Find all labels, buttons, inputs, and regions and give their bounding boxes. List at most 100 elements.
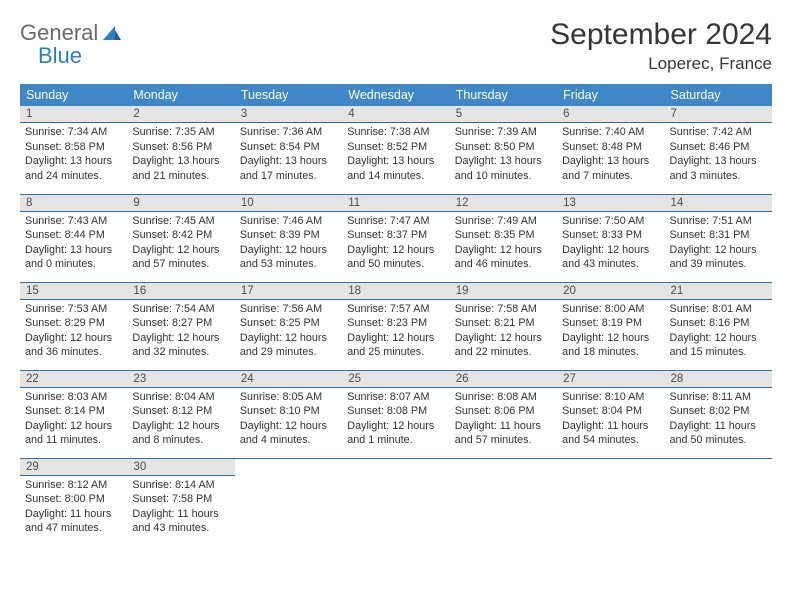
day-content: Sunrise: 7:58 AMSunset: 8:21 PMDaylight:… [450,300,557,364]
sunset-line: Sunset: 8:48 PM [562,140,659,155]
day-cell: 26Sunrise: 8:08 AMSunset: 8:06 PMDayligh… [450,370,557,458]
sunset-line: Sunset: 8:27 PM [132,316,229,331]
sunset-line: Sunset: 8:25 PM [240,316,337,331]
day-cell: 11Sunrise: 7:47 AMSunset: 8:37 PMDayligh… [342,194,449,282]
day-number: 10 [235,195,342,212]
day-cell: 17Sunrise: 7:56 AMSunset: 8:25 PMDayligh… [235,282,342,370]
day-number: 3 [235,106,342,123]
daylight-line: Daylight: 11 hours and 57 minutes. [455,419,552,448]
day-content: Sunrise: 8:14 AMSunset: 7:58 PMDaylight:… [127,476,234,540]
day-cell: 29Sunrise: 8:12 AMSunset: 8:00 PMDayligh… [20,458,127,546]
week-row: 15Sunrise: 7:53 AMSunset: 8:29 PMDayligh… [20,282,772,370]
day-number: 8 [20,195,127,212]
daylight-line: Daylight: 13 hours and 17 minutes. [240,154,337,183]
daylight-line: Daylight: 13 hours and 3 minutes. [670,154,767,183]
day-cell: 13Sunrise: 7:50 AMSunset: 8:33 PMDayligh… [557,194,664,282]
day-cell: 7Sunrise: 7:42 AMSunset: 8:46 PMDaylight… [665,106,772,194]
daylight-line: Daylight: 11 hours and 50 minutes. [670,419,767,448]
sunrise-line: Sunrise: 7:40 AM [562,125,659,140]
sunrise-line: Sunrise: 7:49 AM [455,214,552,229]
day-number: 30 [127,459,234,476]
day-number: 11 [342,195,449,212]
day-number: 20 [557,283,664,300]
sunrise-line: Sunrise: 8:10 AM [562,390,659,405]
week-row: 1Sunrise: 7:34 AMSunset: 8:58 PMDaylight… [20,106,772,194]
day-number: 13 [557,195,664,212]
day-number: 25 [342,371,449,388]
day-content: Sunrise: 8:07 AMSunset: 8:08 PMDaylight:… [342,388,449,452]
sunrise-line: Sunrise: 8:11 AM [670,390,767,405]
day-content: Sunrise: 7:40 AMSunset: 8:48 PMDaylight:… [557,123,664,187]
sunset-line: Sunset: 8:46 PM [670,140,767,155]
day-content: Sunrise: 8:03 AMSunset: 8:14 PMDaylight:… [20,388,127,452]
daylight-line: Daylight: 12 hours and 18 minutes. [562,331,659,360]
sunrise-line: Sunrise: 7:38 AM [347,125,444,140]
day-number: 28 [665,371,772,388]
week-row: 8Sunrise: 7:43 AMSunset: 8:44 PMDaylight… [20,194,772,282]
sunset-line: Sunset: 8:54 PM [240,140,337,155]
day-content: Sunrise: 7:42 AMSunset: 8:46 PMDaylight:… [665,123,772,187]
sunrise-line: Sunrise: 7:39 AM [455,125,552,140]
day-cell: 14Sunrise: 7:51 AMSunset: 8:31 PMDayligh… [665,194,772,282]
sunset-line: Sunset: 7:58 PM [132,492,229,507]
sunset-line: Sunset: 8:04 PM [562,404,659,419]
day-cell: 21Sunrise: 8:01 AMSunset: 8:16 PMDayligh… [665,282,772,370]
sunrise-line: Sunrise: 7:47 AM [347,214,444,229]
title-block: September 2024 Loperec, France [550,18,772,74]
day-cell: 6Sunrise: 7:40 AMSunset: 8:48 PMDaylight… [557,106,664,194]
sunrise-line: Sunrise: 8:07 AM [347,390,444,405]
daylight-line: Daylight: 12 hours and 50 minutes. [347,243,444,272]
day-number: 6 [557,106,664,123]
day-content: Sunrise: 7:45 AMSunset: 8:42 PMDaylight:… [127,212,234,276]
sunset-line: Sunset: 8:14 PM [25,404,122,419]
day-cell [450,458,557,546]
day-number: 27 [557,371,664,388]
day-cell: 10Sunrise: 7:46 AMSunset: 8:39 PMDayligh… [235,194,342,282]
daylight-line: Daylight: 12 hours and 57 minutes. [132,243,229,272]
day-cell: 20Sunrise: 8:00 AMSunset: 8:19 PMDayligh… [557,282,664,370]
day-content: Sunrise: 7:53 AMSunset: 8:29 PMDaylight:… [20,300,127,364]
day-number: 21 [665,283,772,300]
day-cell: 12Sunrise: 7:49 AMSunset: 8:35 PMDayligh… [450,194,557,282]
day-cell: 23Sunrise: 8:04 AMSunset: 8:12 PMDayligh… [127,370,234,458]
day-cell: 2Sunrise: 7:35 AMSunset: 8:56 PMDaylight… [127,106,234,194]
day-cell: 25Sunrise: 8:07 AMSunset: 8:08 PMDayligh… [342,370,449,458]
sunrise-line: Sunrise: 7:45 AM [132,214,229,229]
sunset-line: Sunset: 8:19 PM [562,316,659,331]
day-cell [557,458,664,546]
sunrise-line: Sunrise: 7:42 AM [670,125,767,140]
day-cell: 15Sunrise: 7:53 AMSunset: 8:29 PMDayligh… [20,282,127,370]
day-number: 15 [20,283,127,300]
sunset-line: Sunset: 8:21 PM [455,316,552,331]
day-content: Sunrise: 7:57 AMSunset: 8:23 PMDaylight:… [342,300,449,364]
sunrise-line: Sunrise: 7:54 AM [132,302,229,317]
day-number: 22 [20,371,127,388]
day-content: Sunrise: 7:35 AMSunset: 8:56 PMDaylight:… [127,123,234,187]
sunset-line: Sunset: 8:29 PM [25,316,122,331]
daylight-line: Daylight: 12 hours and 22 minutes. [455,331,552,360]
sunset-line: Sunset: 8:10 PM [240,404,337,419]
daylight-line: Daylight: 13 hours and 24 minutes. [25,154,122,183]
day-cell [665,458,772,546]
sunrise-line: Sunrise: 7:53 AM [25,302,122,317]
day-content: Sunrise: 7:49 AMSunset: 8:35 PMDaylight:… [450,212,557,276]
day-cell: 5Sunrise: 7:39 AMSunset: 8:50 PMDaylight… [450,106,557,194]
daylight-line: Daylight: 13 hours and 21 minutes. [132,154,229,183]
daylight-line: Daylight: 12 hours and 29 minutes. [240,331,337,360]
day-number: 5 [450,106,557,123]
daylight-line: Daylight: 11 hours and 43 minutes. [132,507,229,536]
day-number: 4 [342,106,449,123]
daylight-line: Daylight: 11 hours and 54 minutes. [562,419,659,448]
location-label: Loperec, France [550,54,772,74]
day-content: Sunrise: 7:38 AMSunset: 8:52 PMDaylight:… [342,123,449,187]
day-cell: 19Sunrise: 7:58 AMSunset: 8:21 PMDayligh… [450,282,557,370]
day-header-friday: Friday [557,84,664,106]
day-number: 1 [20,106,127,123]
daylight-line: Daylight: 12 hours and 53 minutes. [240,243,337,272]
month-title: September 2024 [550,18,772,52]
sunrise-line: Sunrise: 8:01 AM [670,302,767,317]
daylight-line: Daylight: 12 hours and 11 minutes. [25,419,122,448]
day-content: Sunrise: 8:00 AMSunset: 8:19 PMDaylight:… [557,300,664,364]
sunset-line: Sunset: 8:52 PM [347,140,444,155]
sunset-line: Sunset: 8:44 PM [25,228,122,243]
